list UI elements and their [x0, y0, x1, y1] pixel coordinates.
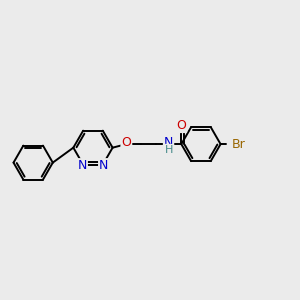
Text: Br: Br	[232, 138, 245, 151]
Text: O: O	[122, 136, 131, 149]
Text: N: N	[77, 159, 87, 172]
Text: O: O	[176, 119, 186, 132]
Text: H: H	[165, 145, 173, 155]
Text: N: N	[99, 159, 108, 172]
Text: N: N	[164, 136, 173, 149]
